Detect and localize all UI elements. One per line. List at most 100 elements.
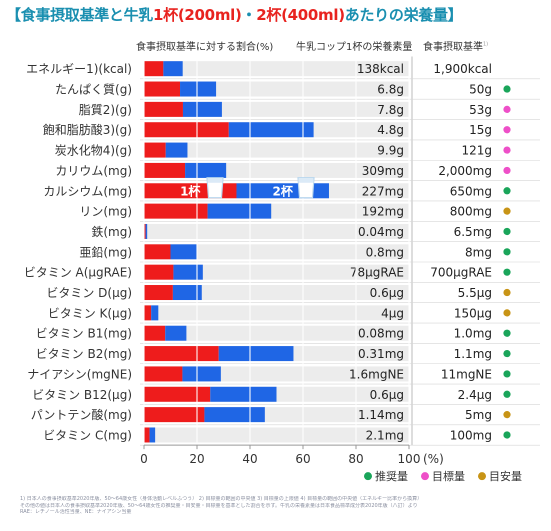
standard-type-dot xyxy=(503,411,511,419)
category-label: ビタミン B1(mg) xyxy=(36,327,132,341)
bar-cup2 xyxy=(182,101,222,117)
standard-value: 15g xyxy=(469,123,492,137)
standard-value: 700µgRAE xyxy=(430,266,492,280)
standard-type-dot xyxy=(503,431,511,439)
milk-amount: 2.1mg xyxy=(366,428,404,442)
standard-value: 650mg xyxy=(450,184,492,198)
standard-value: 100mg xyxy=(450,428,492,442)
milk-amount: 1.6mgNE xyxy=(349,367,404,381)
category-label: カリウム(mg) xyxy=(55,164,132,178)
bar-cup1 xyxy=(144,203,208,219)
milk-amount: 0.6µg xyxy=(370,388,404,402)
bar-cup1 xyxy=(144,407,205,423)
category-label: 炭水化物4)(g) xyxy=(55,144,132,158)
legend-dot-adequate xyxy=(478,472,486,481)
milk-amount: 9.9g xyxy=(377,144,404,158)
footnotes: 1) 日本人の食事摂取基準2020年版、50〜64歳女性（身体活動レベルふつう）… xyxy=(20,496,540,516)
category-label: 脂質2)(g) xyxy=(79,102,132,117)
category-label: ナイアシン(mgNE) xyxy=(27,367,132,381)
standard-type-dot xyxy=(503,309,511,317)
bar-cup2 xyxy=(180,81,217,97)
standard-type-dot xyxy=(503,349,511,358)
bar-cup2 xyxy=(185,162,227,178)
bar-cup2 xyxy=(151,305,159,321)
bar-cup2 xyxy=(165,142,188,158)
footnote: 1) 日本人の食事摂取基準2020年版、50〜64歳女性（身体活動レベルふつう）… xyxy=(20,496,423,502)
standard-value: 1.0mg xyxy=(454,327,492,341)
standard-value: 5mg xyxy=(465,408,492,422)
ratio-column-header: 食事摂取基準に対する割合(%) xyxy=(136,42,274,53)
standard-type-dot xyxy=(503,268,511,276)
bar-background xyxy=(144,305,409,321)
bar-cup2 xyxy=(145,223,148,239)
standard-type-dot xyxy=(503,105,511,113)
bar-cup1 xyxy=(144,386,211,402)
standard-value: 50g xyxy=(469,83,492,97)
bar-cup2 xyxy=(172,285,202,301)
bar-cup2 xyxy=(173,264,203,280)
milk-glass-rim xyxy=(207,178,223,183)
bar-cup1 xyxy=(144,346,219,362)
bar-background xyxy=(144,285,409,301)
milk-amount: 7.8g xyxy=(377,103,404,117)
standard-column-header: 食事摂取基準1) xyxy=(423,41,489,53)
milk-amount: 227mg xyxy=(362,184,404,198)
bar-cup2 xyxy=(165,325,187,341)
chart-title: 【食事摂取基準と牛乳1杯(200ml)・2杯(400ml)あたりの栄養量】 xyxy=(6,6,463,24)
bar-background xyxy=(144,223,409,239)
milk-amount: 138kcal xyxy=(357,62,404,76)
legend-dot-target xyxy=(421,472,429,481)
bar-cup1 xyxy=(144,122,229,138)
bar-cup1 xyxy=(144,81,181,97)
bar-cup1 xyxy=(144,427,150,443)
x-tick-label: 40 xyxy=(242,452,257,466)
category-label: ビタミン D(µg) xyxy=(46,286,132,300)
milk-amount: 6.8g xyxy=(377,83,404,97)
bar-cup1 xyxy=(144,305,152,321)
milk-amount: 309mg xyxy=(362,164,404,178)
bar-cup2 xyxy=(170,244,197,260)
milk-amount: 192mg xyxy=(362,205,404,219)
milk-amount: 0.04mg xyxy=(358,225,404,239)
milk-amount: 0.08mg xyxy=(358,327,404,341)
category-label: リン(mg) xyxy=(79,205,132,219)
bar-cup1 xyxy=(144,101,183,117)
x-axis-unit: (%) xyxy=(423,452,444,466)
bar-cup2 xyxy=(204,407,265,423)
milk-amount-column-header: 牛乳コップ1杯の栄養素量 xyxy=(296,42,413,53)
bar-cup2 xyxy=(163,61,183,77)
standard-value: 8mg xyxy=(465,245,492,259)
bar-background xyxy=(144,264,409,280)
category-label: 亜鉛(mg) xyxy=(79,245,132,259)
bar-cup2 xyxy=(207,203,272,219)
category-label: ビタミン K(µg) xyxy=(48,306,132,320)
bar-background xyxy=(144,142,409,158)
milk-amount: 1.14mg xyxy=(358,408,404,422)
legend-dot-recommended xyxy=(364,472,372,481)
bar-cup2 xyxy=(182,366,221,382)
standard-type-dot xyxy=(503,187,511,195)
standard-type-dot xyxy=(503,126,511,134)
bar-cup1 xyxy=(144,366,183,382)
standard-value: 800mg xyxy=(450,205,492,219)
legend-label-target: 目標量 xyxy=(432,469,465,483)
legend-label-adequate: 目安量 xyxy=(489,469,522,483)
standard-value: 1.1mg xyxy=(454,347,492,361)
category-label: カルシウム(mg) xyxy=(43,184,132,198)
standard-value: 11mgNE xyxy=(441,367,492,381)
bar-cup1 xyxy=(144,244,171,260)
standard-type-dot xyxy=(503,390,511,398)
category-label: 飽和脂肪酸3)(g) xyxy=(43,122,132,137)
x-tick-label: 100 xyxy=(398,452,421,466)
milk-amount: 4µg xyxy=(381,306,404,320)
standard-type-dot xyxy=(503,288,511,297)
standard-type-dot xyxy=(503,227,511,236)
footnote: RAE：レチノール活性当量、NE：ナイアシン当量 xyxy=(20,509,132,515)
bar-background xyxy=(144,325,409,341)
standard-value: 6.5mg xyxy=(454,225,492,239)
bar-cup1 xyxy=(144,162,186,178)
milk-amount: 4.8g xyxy=(377,123,404,137)
category-label: 鉄(mg) xyxy=(91,224,132,239)
standard-type-dot xyxy=(503,166,511,175)
bar-cup1 xyxy=(144,325,166,341)
